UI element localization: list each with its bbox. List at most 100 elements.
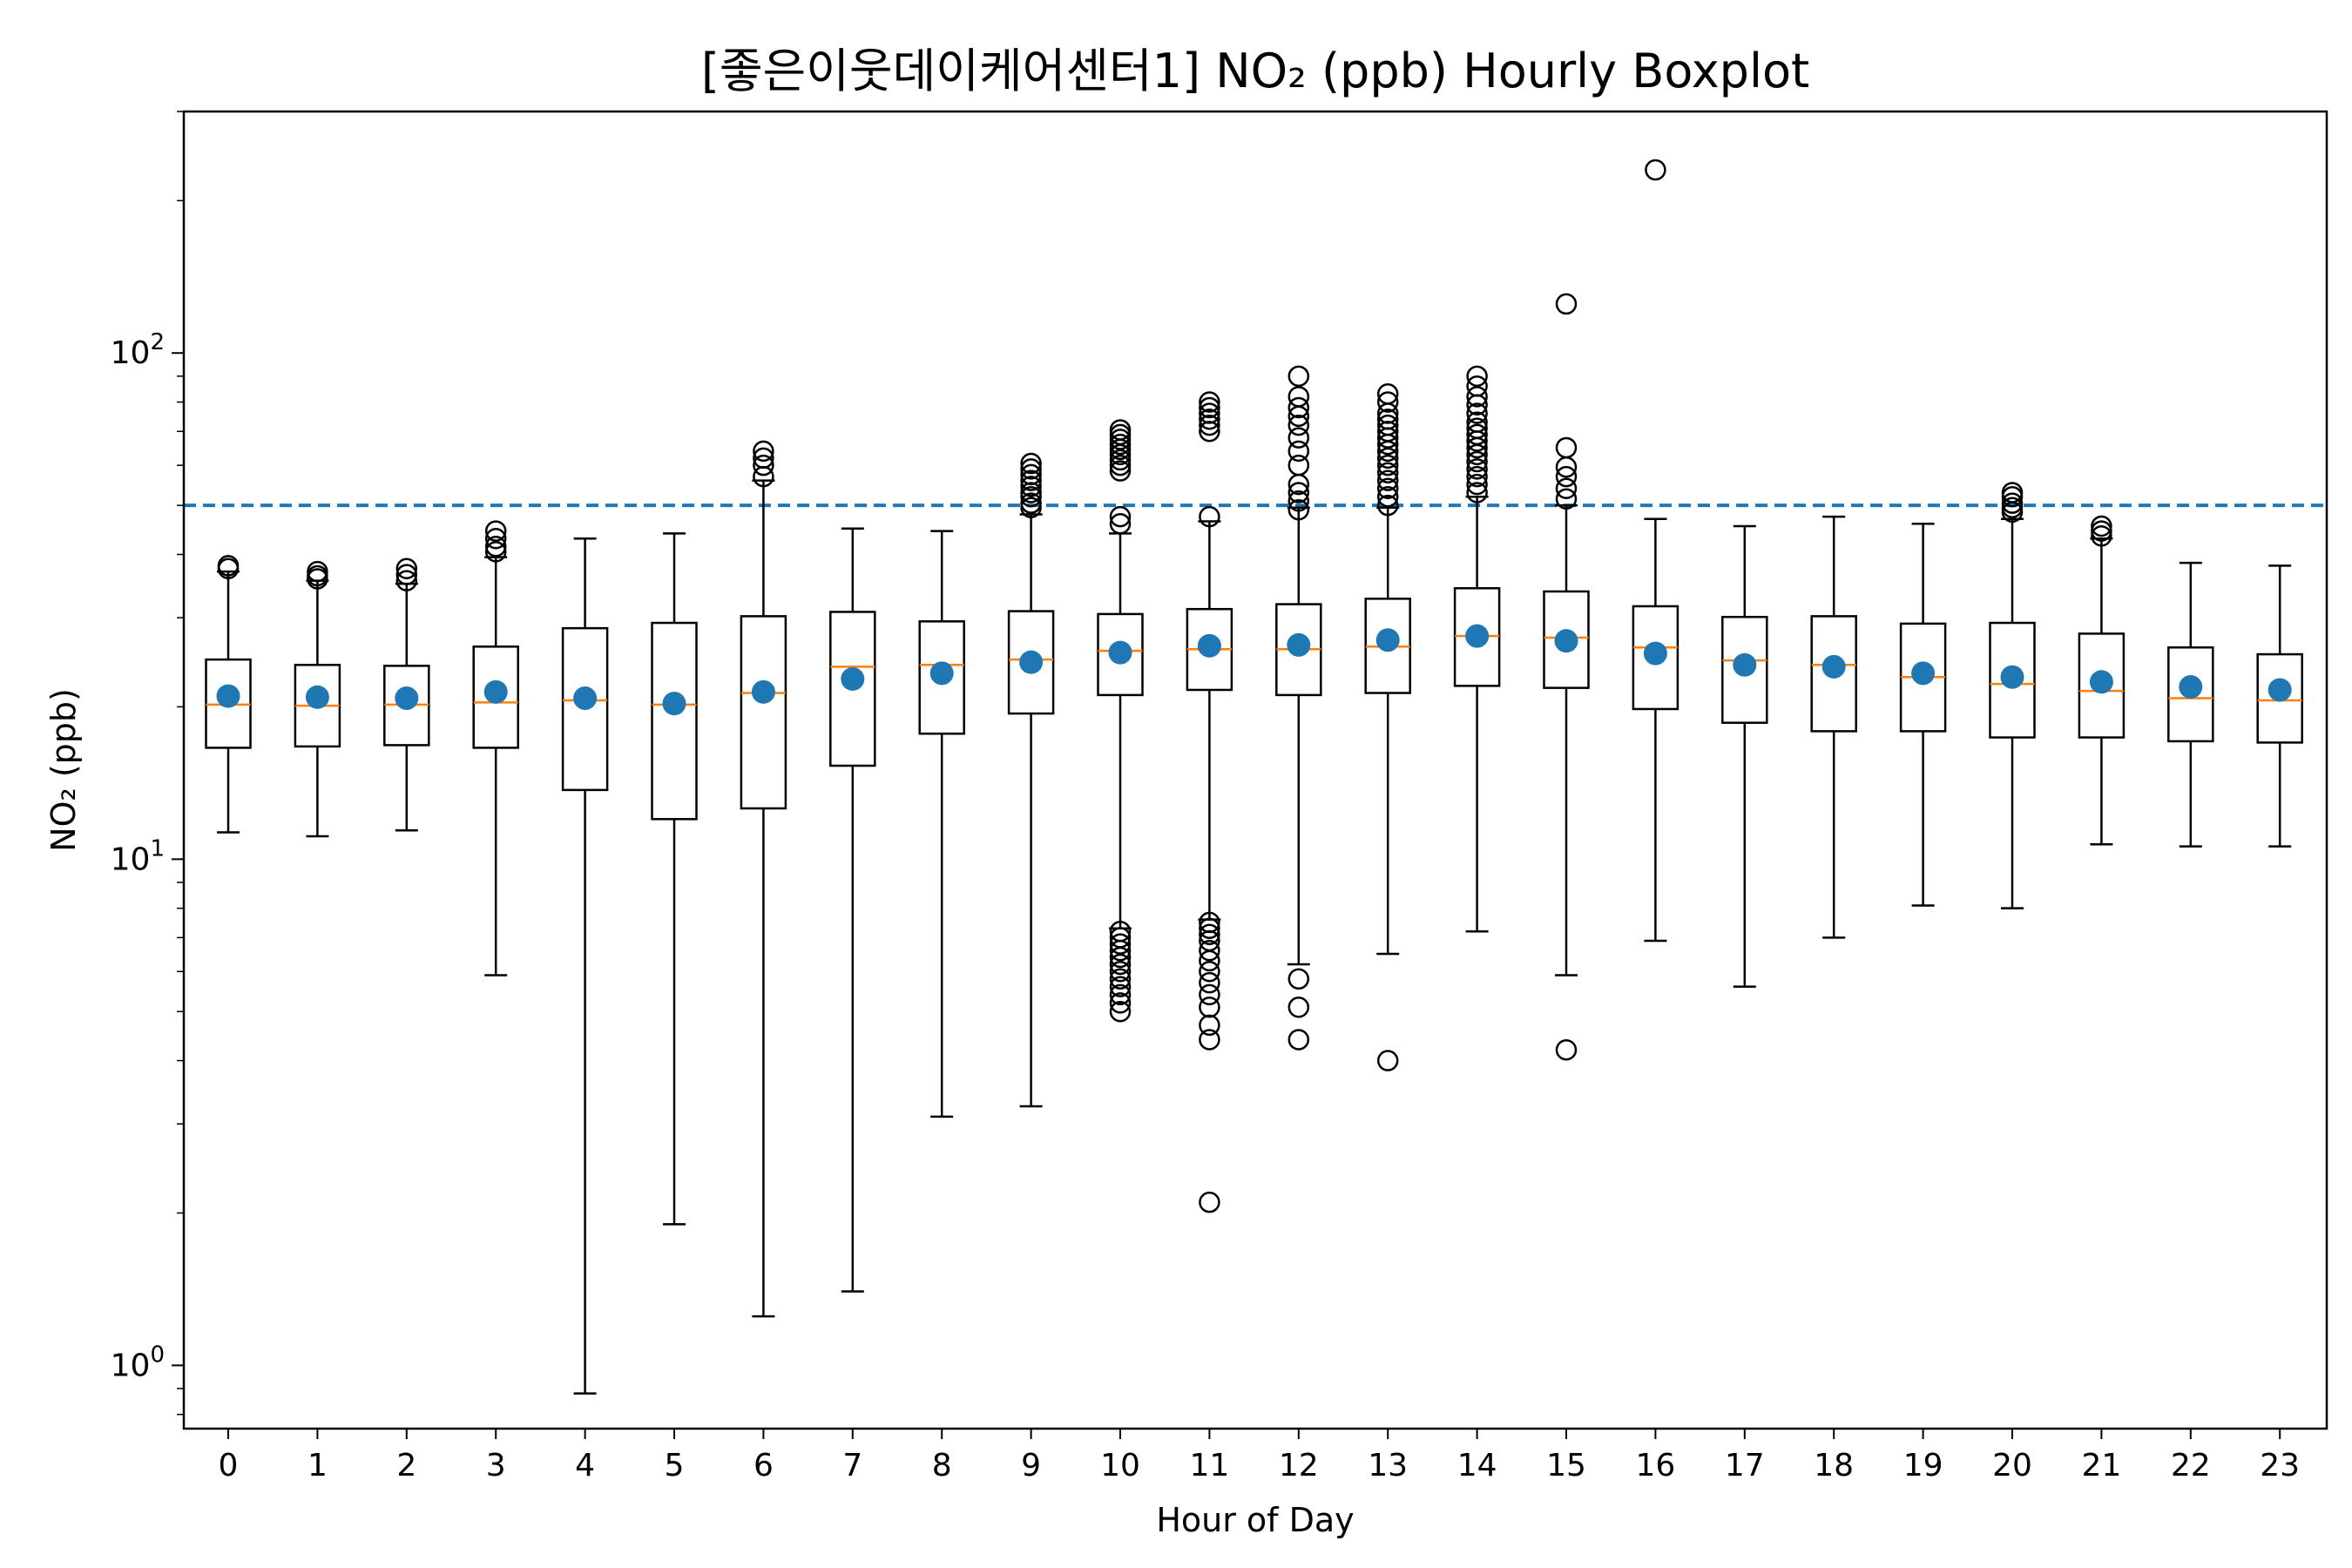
- outlier-point: [217, 555, 240, 577]
- mean-point: [1287, 632, 1311, 657]
- box-group: [2078, 515, 2126, 846]
- x-tick-label: 6: [754, 1448, 774, 1484]
- outlier-point: [1376, 477, 1399, 499]
- outlier-point: [1466, 402, 1488, 424]
- box-group: [472, 520, 519, 977]
- outlier-point: [1466, 458, 1488, 480]
- mean-point: [751, 679, 775, 704]
- outlier-point: [1199, 414, 1220, 436]
- outlier-point: [1199, 960, 1220, 983]
- outlier-point: [1199, 996, 1220, 1018]
- outlier-point: [1109, 992, 1132, 1014]
- outlier-point: [1376, 494, 1399, 517]
- outlier-point: [1555, 436, 1578, 459]
- iqr-box: [1989, 621, 2036, 739]
- mean-point: [1019, 650, 1044, 674]
- mean-point: [395, 686, 419, 711]
- box-group: [1275, 365, 1322, 1051]
- outlier-point: [1288, 482, 1310, 504]
- outlier-point: [1109, 454, 1132, 476]
- outlier-point: [1199, 1014, 1220, 1037]
- outlier-point: [1376, 408, 1399, 430]
- box-group: [1007, 452, 1055, 1108]
- outlier-point: [1376, 383, 1399, 405]
- iqr-box: [918, 620, 965, 735]
- x-tick-label: 0: [219, 1448, 239, 1484]
- box-group: [1186, 391, 1233, 1213]
- iqr-box: [1097, 612, 1144, 697]
- outlier-point: [484, 520, 507, 542]
- outlier-point: [1466, 423, 1488, 446]
- outlier-point: [1109, 449, 1132, 471]
- x-tick-label: 1: [308, 1448, 328, 1484]
- outlier-point: [1376, 462, 1399, 483]
- mean-point: [841, 666, 865, 691]
- outlier-point: [395, 564, 418, 585]
- iqr-box: [1632, 605, 1680, 711]
- outlier-point: [1020, 463, 1042, 486]
- outlier-point: [1020, 482, 1042, 504]
- outlier-point: [2091, 515, 2112, 537]
- box-group: [1989, 482, 2036, 909]
- outlier-point: [1199, 917, 1220, 939]
- iqr-box: [829, 611, 876, 767]
- outlier-point: [1199, 971, 1220, 994]
- x-tick-label: 11: [1189, 1448, 1229, 1484]
- mean-point: [1643, 641, 1667, 666]
- outlier-point: [1199, 1029, 1220, 1051]
- box-group: [1721, 524, 1768, 988]
- outlier-point: [1109, 933, 1132, 955]
- iqr-box: [1543, 590, 1590, 689]
- x-tick-label: 2: [396, 1448, 416, 1484]
- x-tick-label: 4: [575, 1448, 595, 1484]
- mean-point: [305, 685, 329, 709]
- outlier-point: [1288, 386, 1310, 408]
- mean-point: [2268, 678, 2292, 702]
- box-group: [1453, 365, 1501, 933]
- outlier-point: [1555, 1038, 1578, 1061]
- outlier-point: [1109, 505, 1132, 528]
- x-tick-label: 23: [2260, 1448, 2300, 1484]
- x-tick-label: 14: [1457, 1448, 1497, 1484]
- mean-point: [1733, 652, 1757, 677]
- outlier-point: [753, 440, 774, 463]
- outlier-point: [1109, 968, 1132, 990]
- outlier-point: [1109, 960, 1132, 983]
- outlier-point: [1555, 465, 1578, 488]
- outlier-point: [1555, 293, 1578, 315]
- outlier-point: [1466, 450, 1488, 473]
- mean-point: [1911, 661, 1936, 686]
- box-group: [2167, 561, 2214, 848]
- box-group: [294, 560, 341, 838]
- outlier-point: [1288, 454, 1310, 476]
- outlier-point: [1288, 414, 1310, 436]
- outlier-point: [1199, 983, 1220, 1006]
- mean-point: [662, 692, 686, 716]
- outlier-point: [1376, 1050, 1399, 1071]
- outlier-point: [1555, 488, 1578, 510]
- outlier-point: [1020, 458, 1042, 480]
- outlier-point: [1109, 460, 1132, 482]
- x-tick-label: 17: [1725, 1448, 1765, 1484]
- outlier-point: [1288, 996, 1310, 1018]
- iqr-box: [740, 615, 787, 810]
- outlier-point: [1109, 1000, 1132, 1023]
- mean-point: [216, 684, 240, 708]
- iqr-box: [472, 645, 519, 749]
- outlier-point: [1199, 939, 1220, 962]
- outlier-point: [1466, 417, 1488, 439]
- plot-area: [184, 159, 2327, 1395]
- x-tick-label: 18: [1814, 1448, 1854, 1484]
- x-tick-label: 21: [2081, 1448, 2121, 1484]
- outlier-point: [1376, 414, 1399, 436]
- x-tick-label: 13: [1368, 1448, 1408, 1484]
- box-group: [1543, 293, 1590, 1061]
- outlier-point: [1288, 365, 1310, 388]
- box-group: [1632, 159, 1680, 943]
- outlier-point: [2091, 525, 2112, 547]
- y-tick-label: 101: [111, 835, 165, 877]
- outlier-point: [1020, 452, 1042, 475]
- outlier-point: [395, 558, 418, 580]
- mean-point: [1197, 633, 1221, 658]
